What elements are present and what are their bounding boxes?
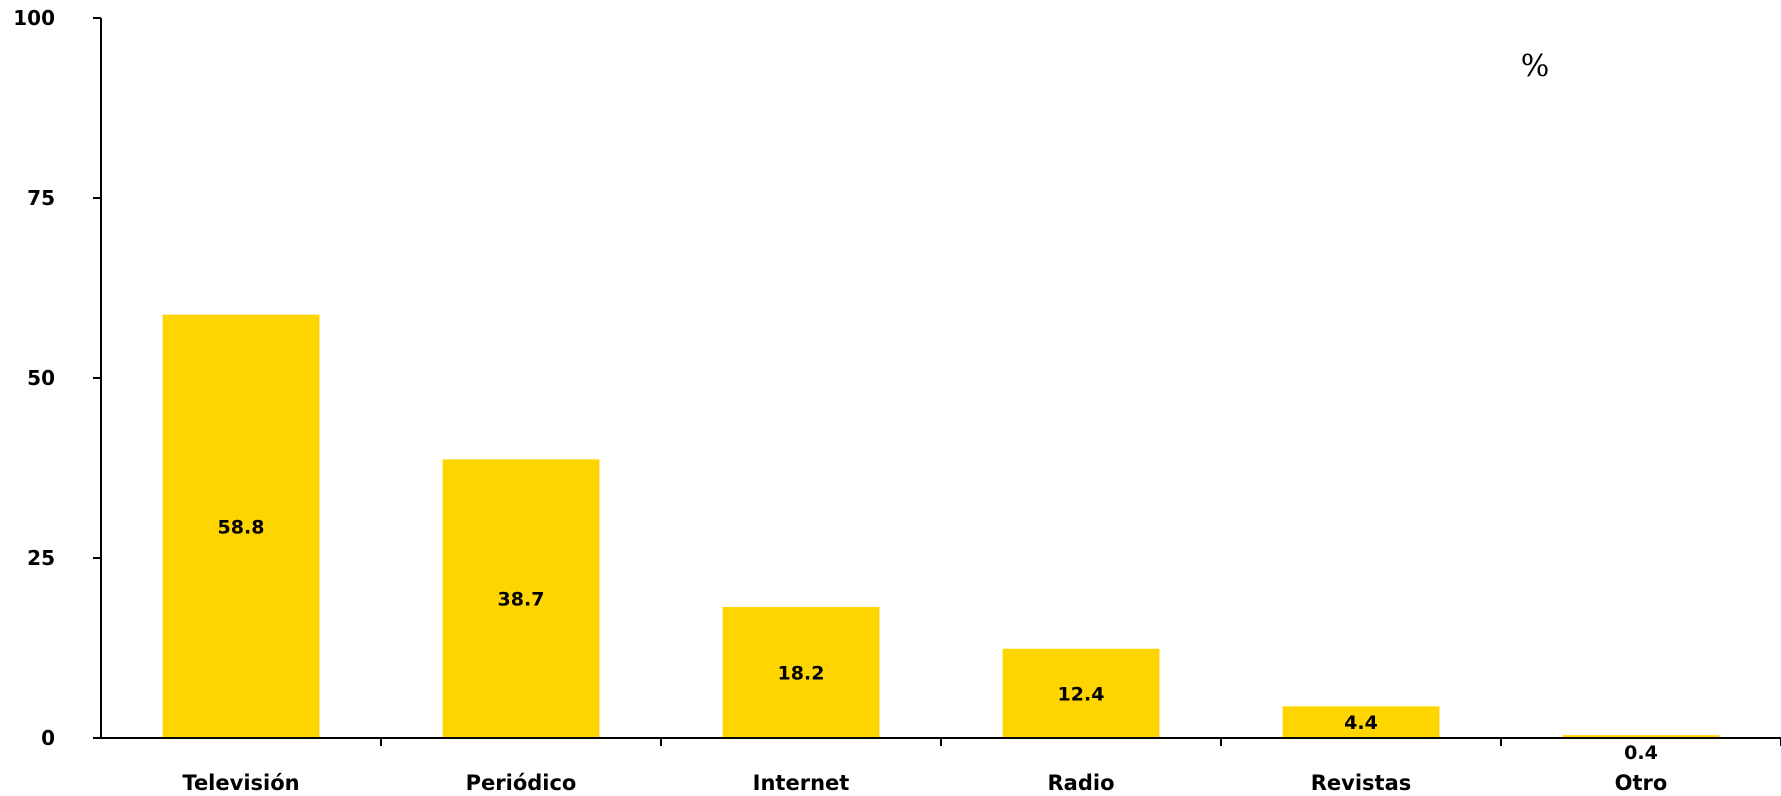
bars: 58.8 38.7 18.2 12.4 4.4 0.4 [162,314,1720,764]
y-tick-label: 25 [27,546,55,570]
unit-label: % [1521,49,1550,84]
y-tick-label: 75 [27,186,55,210]
data-label: 12.4 [1058,683,1105,705]
y-axis-ticks: 0 25 50 75 100 [13,6,101,750]
x-category-label: Internet [753,771,850,795]
y-tick-label: 0 [41,726,55,750]
bar-revistas [1282,706,1440,738]
data-label: 38.7 [498,589,545,611]
data-label: 4.4 [1344,712,1378,734]
data-label: 0.4 [1624,742,1658,764]
x-category-label: Otro [1615,771,1668,795]
bar-televisión [162,314,320,738]
bar-periódico [442,459,600,738]
bar-radio [1002,648,1160,738]
bar-otro [1562,735,1720,738]
x-category-label: Periódico [466,771,577,795]
y-tick-label: 50 [27,366,55,390]
x-category-label: Radio [1048,771,1115,795]
x-category-label: Televisión [182,771,299,795]
x-axis-ticks: Televisión Periódico Internet Radio Revistas… [182,738,1781,795]
data-label: 18.2 [778,662,825,684]
data-label: 58.8 [218,516,265,538]
x-category-label: Revistas [1311,771,1412,795]
bar-internet [722,606,880,738]
y-tick-label: 100 [13,6,55,30]
